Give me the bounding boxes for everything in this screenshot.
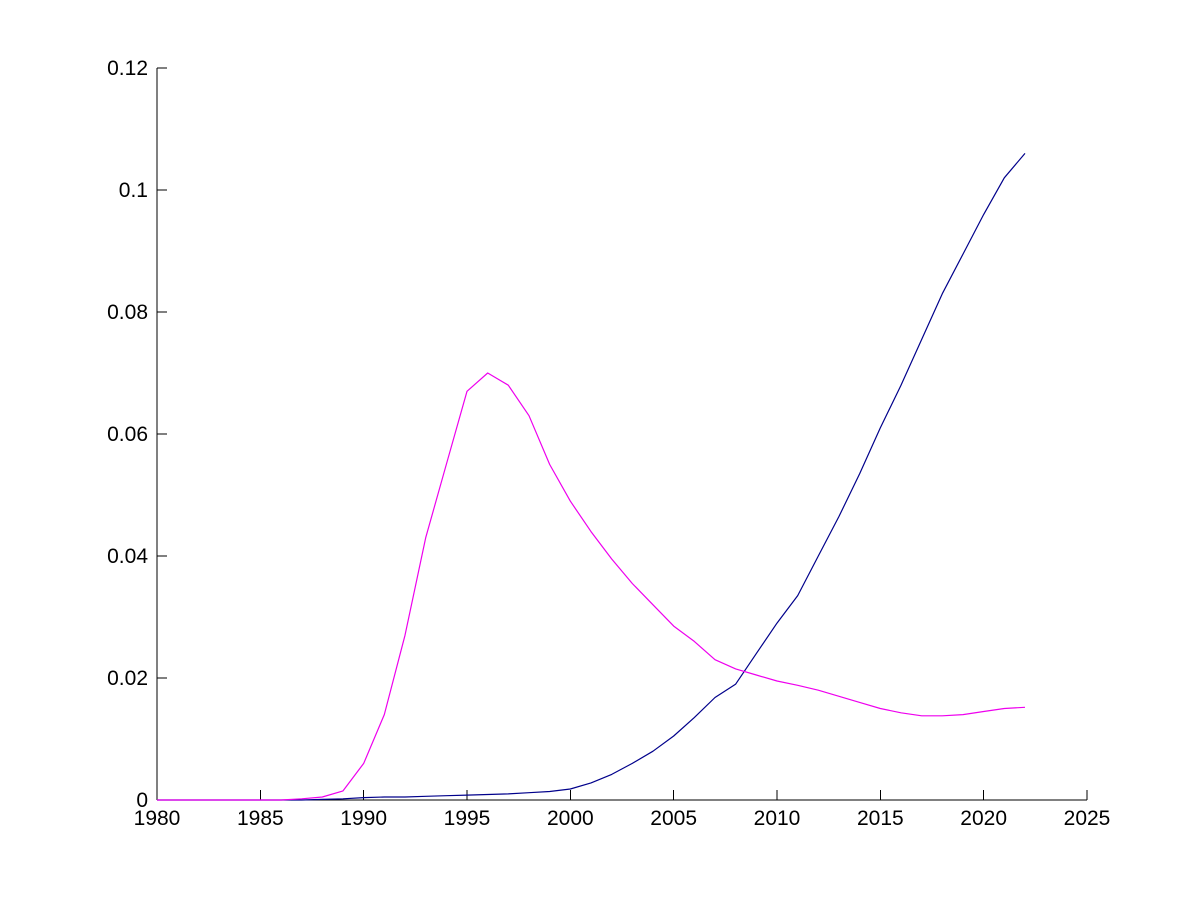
magenta-series-line — [157, 372, 1026, 801]
y-tick-label: 0.02 — [107, 667, 148, 690]
x-tick-label: 2020 — [960, 807, 1007, 830]
x-tick-label: 1990 — [340, 807, 387, 830]
y-tick-label: 0.12 — [107, 57, 148, 80]
x-tick-label: 1980 — [134, 807, 181, 830]
x-tick-label: 2015 — [857, 807, 904, 830]
y-tick-label: 0.04 — [107, 545, 148, 568]
x-tick-label: 2010 — [754, 807, 801, 830]
y-tick-label: 0.08 — [107, 301, 148, 324]
y-tick-label: 0.06 — [107, 423, 148, 446]
x-tick-label: 1985 — [237, 807, 284, 830]
x-tick-label: 2000 — [547, 807, 594, 830]
navy-series-line — [157, 153, 1026, 801]
x-tick-label: 2025 — [1064, 807, 1111, 830]
x-tick-label: 2005 — [650, 807, 697, 830]
y-tick-label: 0 — [136, 789, 148, 812]
y-tick-label: 0.1 — [119, 179, 148, 202]
x-tick-label: 1995 — [444, 807, 491, 830]
